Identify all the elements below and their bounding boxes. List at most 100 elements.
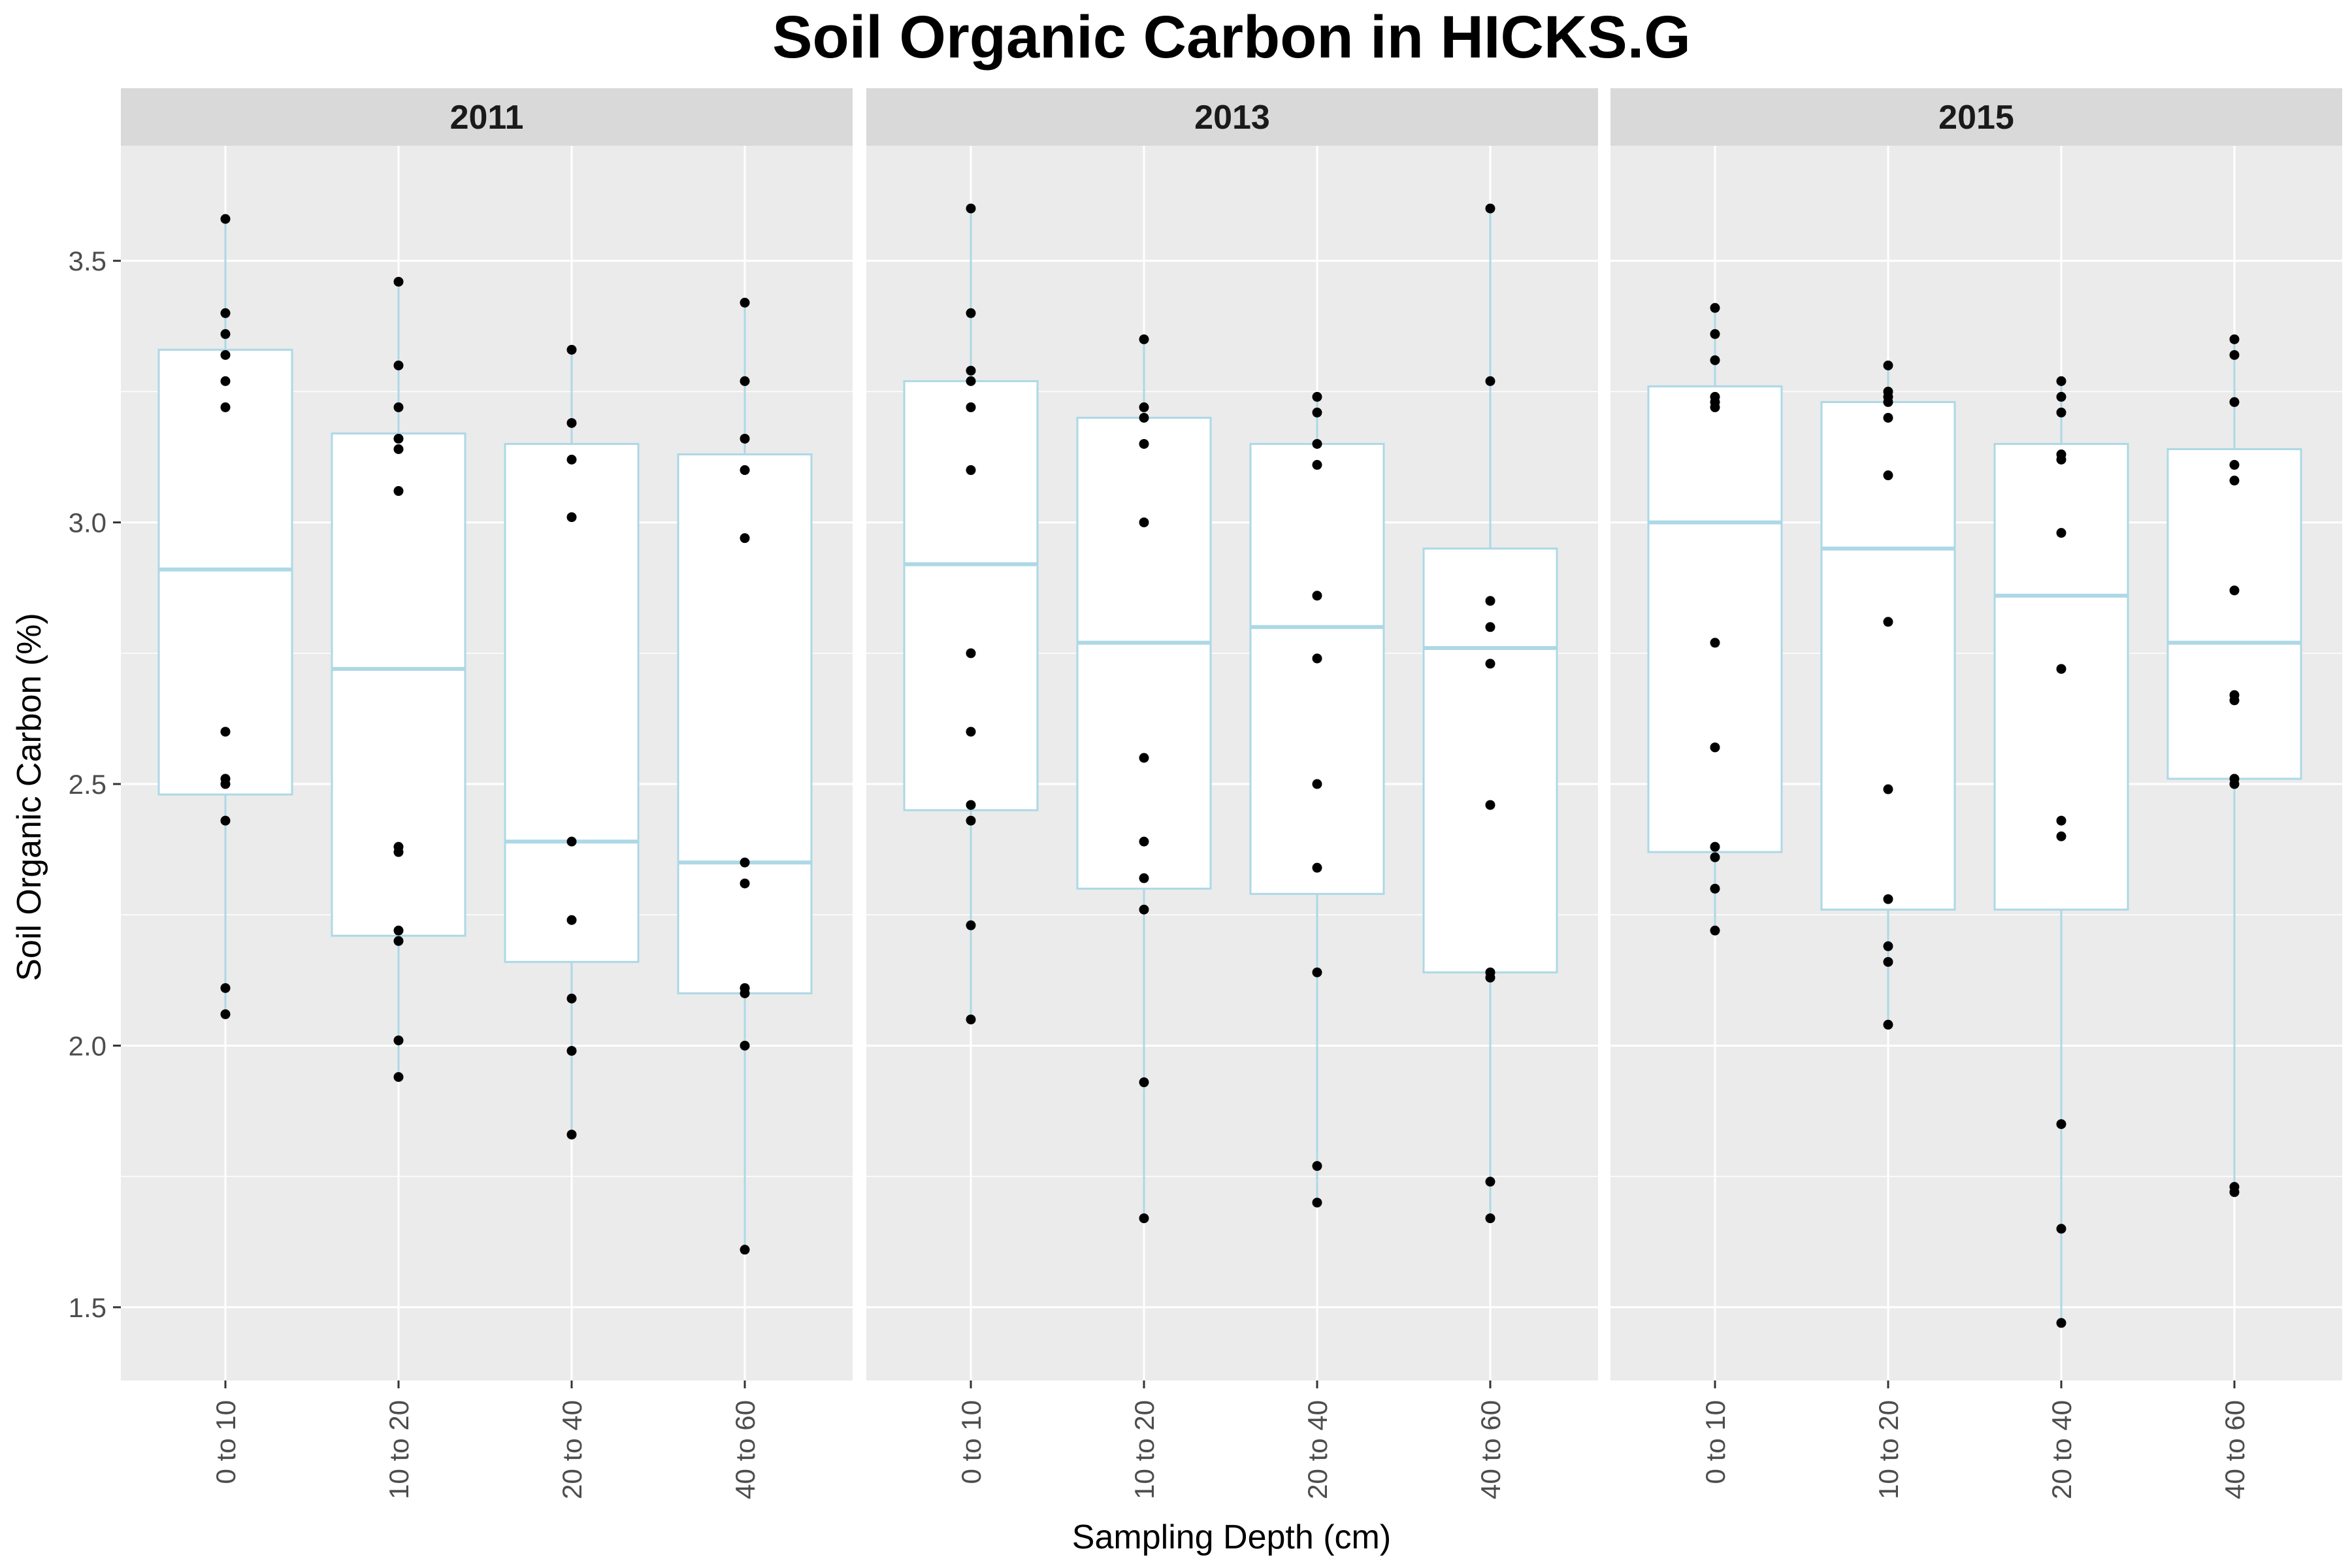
data-point [2056,1224,2066,1234]
data-point [1139,753,1149,763]
y-tick-label: 2.5 [69,769,106,800]
x-tick-label: 20 to 40 [557,1400,587,1499]
box-iqr [903,380,1039,811]
data-point [1139,1213,1149,1224]
box-iqr [1076,416,1212,890]
data-point [566,512,577,523]
data-point [220,329,231,339]
data-point [1710,402,1720,412]
data-point [1139,412,1149,423]
data-point [393,444,404,454]
data-point [2056,815,2066,826]
data-point [740,878,750,889]
data-point [966,800,976,810]
data-point [740,533,750,544]
data-point [566,1045,577,1056]
data-point [393,925,404,936]
box-iqr [1820,400,1956,911]
data-point [1883,412,1893,423]
box-iqr [677,453,813,994]
boxplot-20-to-40 [1993,376,2129,1328]
x-tick-label: 0 to 10 [956,1400,987,1484]
data-point [393,486,404,497]
facet-strip-label: 2015 [1938,99,2014,137]
boxplot-40-to-60 [677,297,813,1255]
data-point [393,276,404,287]
y-tick-label: 3.5 [69,246,106,276]
data-point [566,417,577,428]
data-point [220,1009,231,1019]
box-iqr [1647,385,1783,853]
chart-title: Soil Organic Carbon in HICKS.G [772,4,1691,71]
data-point [1139,517,1149,528]
data-point [966,376,976,386]
data-point [2229,460,2240,470]
data-point [2056,831,2066,841]
data-point [2056,455,2066,465]
y-tick-label: 1.5 [69,1292,106,1323]
data-point [1139,438,1149,449]
data-point [2056,391,2066,402]
data-point [1883,397,1893,407]
data-point [1710,638,1720,648]
data-point [1883,1019,1893,1030]
data-point [2229,779,2240,789]
data-point [566,455,577,465]
box-iqr [2166,448,2302,780]
data-point [1312,1161,1322,1171]
data-point [393,936,404,946]
boxplot-0-to-10 [903,203,1039,1024]
data-point [740,1040,750,1051]
data-point [1485,596,1495,606]
data-point [740,376,750,386]
data-point [740,857,750,868]
data-point [1710,742,1720,753]
data-point [740,465,750,476]
y-axis: 1.5 2.0 2.5 3.0 3.5 [69,246,121,1323]
data-point [1139,873,1149,883]
data-point [1139,836,1149,847]
x-tick-label: 20 to 40 [2046,1400,2077,1499]
data-point [566,993,577,1004]
data-point [220,779,231,789]
data-point [1312,1198,1322,1208]
facet-strip [121,88,853,146]
data-point [1312,862,1322,873]
facet-strip [1610,88,2342,146]
facet-strip-label: 2013 [1194,99,1270,137]
boxplot-40-to-60 [2166,334,2302,1198]
data-point [1710,329,1720,339]
facet-panel-2013: 2013 0 to 10 10 to 20 20 to 40 40 to 60 [866,88,1598,1499]
facet-panel-2015: 2015 0 to 10 10 to 20 20 to 40 40 to 60 [1610,88,2342,1499]
boxplot-40-to-60 [1422,203,1558,1224]
x-tick-label: 10 to 20 [384,1400,414,1499]
data-point [1312,653,1322,664]
data-point [1883,784,1893,794]
data-point [2229,585,2240,596]
x-tick-label: 0 to 10 [1700,1400,1731,1484]
data-point [2056,1318,2066,1328]
data-point [1710,925,1720,936]
data-point [220,308,231,318]
x-tick-label: 40 to 60 [730,1400,760,1499]
data-point [2056,407,2066,417]
data-point [1485,376,1495,386]
data-point [1485,622,1495,632]
boxplot-0-to-10 [157,214,293,1019]
data-point [220,350,231,360]
data-point [1883,360,1893,370]
data-point [1883,894,1893,904]
data-point [1139,904,1149,915]
data-point [1312,407,1322,417]
data-point [2056,1119,2066,1130]
data-point [966,308,976,318]
data-point [566,915,577,925]
data-point [966,727,976,737]
x-tick-label: 10 to 20 [1873,1400,1904,1499]
data-point [566,344,577,355]
data-point [1485,800,1495,810]
data-point [966,648,976,659]
data-point [966,920,976,930]
data-point [220,983,231,993]
data-point [220,376,231,386]
